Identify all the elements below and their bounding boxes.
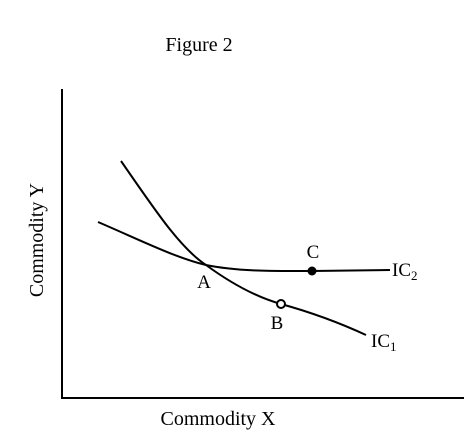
ic2-label-main: IC (392, 260, 411, 281)
point-c-label: C (307, 242, 320, 263)
point-a-label: A (197, 272, 211, 293)
ic2-label-subscript: 2 (411, 268, 418, 283)
figure-title: Figure 2 (165, 34, 232, 56)
ic1-label-subscript: 1 (390, 339, 397, 354)
point-b-label: B (271, 313, 284, 334)
x-axis-label: Commodity X (160, 408, 276, 430)
ic2-curve (97, 221, 391, 273)
point-c-marker (307, 266, 317, 276)
point-b-marker (276, 299, 286, 309)
y-axis-label: Commodity Y (26, 183, 48, 297)
ic2-label: IC2 (392, 260, 418, 283)
ic1-curve (120, 160, 367, 336)
ic1-label-main: IC (371, 331, 390, 352)
ic1-label: IC1 (371, 331, 397, 354)
